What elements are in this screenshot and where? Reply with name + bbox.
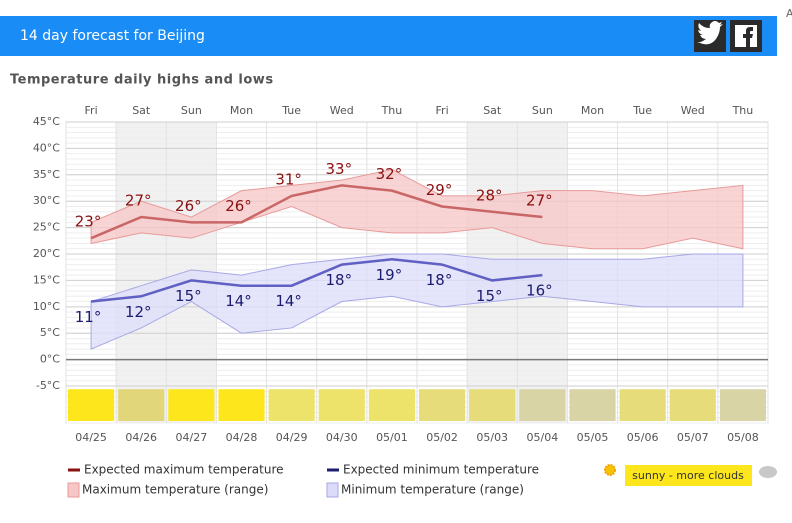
date-label: 04/25 [75, 431, 107, 444]
value-label: 31° [275, 170, 302, 188]
facebook-button[interactable] [730, 20, 762, 52]
day-label: Mon [581, 104, 604, 117]
weather-cell [268, 389, 315, 421]
value-label: 29° [426, 181, 453, 199]
day-label: Tue [281, 104, 301, 117]
weather-cell [619, 389, 666, 421]
day-label: Fri [85, 104, 98, 117]
day-label: Sat [483, 104, 502, 117]
date-label: 05/06 [627, 431, 659, 444]
weather-cell [118, 389, 165, 421]
value-label: 32° [376, 165, 403, 183]
y-tick-label: 45°C [33, 115, 60, 128]
day-label: Tue [632, 104, 652, 117]
chart-title: Temperature daily highs and lows [10, 73, 274, 88]
date-label: 05/02 [426, 431, 458, 444]
sun-icon [604, 464, 616, 476]
value-label: 26° [175, 197, 202, 215]
range-area [90, 168, 744, 250]
y-tick-label: 40°C [33, 141, 60, 154]
y-tick-label: 35°C [33, 168, 60, 181]
value-label: 27° [125, 192, 152, 210]
value-label: 14° [275, 292, 302, 310]
day-label: Sat [132, 104, 151, 117]
value-label: 23° [75, 213, 102, 231]
day-label: Wed [681, 104, 705, 117]
day-label: Thu [732, 104, 754, 117]
date-label: 04/30 [326, 431, 358, 444]
date-label: 05/05 [577, 431, 609, 444]
date-label: 04/29 [276, 431, 308, 444]
value-label: 18° [426, 271, 453, 289]
weather-cell [569, 389, 616, 421]
weather-cell [368, 389, 415, 421]
y-tick-label: 5°C [40, 326, 60, 339]
cloud-icon [759, 466, 777, 478]
legend-label: Minimum temperature (range) [341, 483, 524, 497]
value-label: 16° [526, 282, 553, 300]
legend-label: Expected maximum temperature [84, 463, 284, 477]
y-tick-label: 25°C [33, 221, 60, 234]
date-label: 05/04 [527, 431, 559, 444]
weather-cell [168, 389, 215, 421]
day-label: Sun [181, 104, 202, 117]
weather-cell [469, 389, 516, 421]
range-area [90, 253, 744, 350]
weather-legend-label: sunny - more clouds [632, 469, 744, 482]
value-label: 28° [476, 186, 503, 204]
header-bar [0, 16, 777, 56]
date-label: 04/27 [176, 431, 208, 444]
y-tick-label: 10°C [33, 300, 60, 313]
y-tick-label: 15°C [33, 273, 60, 286]
y-tick-label: 30°C [33, 194, 60, 207]
y-tick-label: 20°C [33, 247, 60, 260]
weather-cell [669, 389, 716, 421]
value-label: 12° [125, 303, 152, 321]
weekend-shade [116, 122, 167, 423]
value-label: 15° [175, 287, 202, 305]
weather-cell [68, 389, 115, 421]
corner-text: A [786, 7, 792, 20]
value-label: 26° [225, 197, 252, 215]
date-label: 04/28 [226, 431, 258, 444]
day-label: Wed [330, 104, 354, 117]
legend-label: Expected minimum temperature [343, 463, 539, 477]
value-label: 11° [75, 308, 102, 326]
value-label: 14° [225, 292, 252, 310]
weather-cell [719, 389, 766, 421]
value-label: 19° [376, 266, 403, 284]
date-label: 05/07 [677, 431, 709, 444]
day-label: Sun [532, 104, 553, 117]
twitter-button[interactable] [694, 20, 726, 52]
day-label: Mon [230, 104, 253, 117]
legend-box [326, 482, 339, 498]
date-label: 05/03 [476, 431, 508, 444]
weather-cell [419, 389, 466, 421]
legend-label: Maximum temperature (range) [82, 483, 268, 497]
legend-box [67, 482, 80, 498]
weather-cell [218, 389, 265, 421]
value-label: 27° [526, 192, 553, 210]
day-label: Thu [381, 104, 403, 117]
date-label: 04/26 [125, 431, 157, 444]
temperature-line [90, 258, 543, 303]
header-title: 14 day forecast for Beijing [20, 28, 205, 44]
date-label: 05/08 [727, 431, 759, 444]
day-label: Fri [436, 104, 449, 117]
y-tick-label: -5°C [36, 379, 60, 392]
date-label: 05/01 [376, 431, 408, 444]
temperature-line [90, 184, 543, 240]
value-label: 15° [476, 287, 503, 305]
value-label: 18° [325, 271, 352, 289]
y-tick-label: 0°C [40, 353, 60, 366]
weather-legend-box [625, 465, 752, 486]
value-label: 33° [325, 160, 352, 178]
weather-cell [519, 389, 566, 421]
weather-cell [318, 389, 365, 421]
